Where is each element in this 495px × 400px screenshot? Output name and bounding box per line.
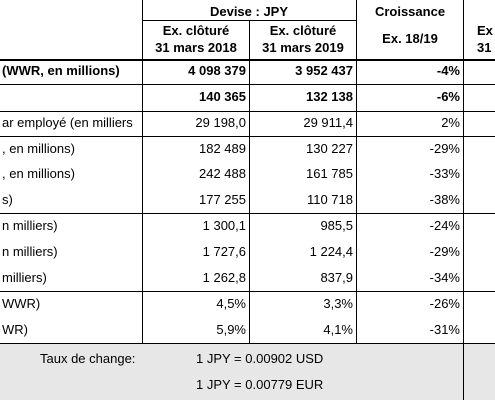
- row-label: milliers): [2, 270, 47, 285]
- grid-line: [463, 0, 464, 400]
- grid-line: [356, 0, 357, 343]
- row-value-2018: 29 198,0: [195, 115, 246, 130]
- exchange-rate-footer: [0, 343, 495, 400]
- row-label: n milliers): [2, 244, 58, 259]
- row-label: ar employé (en milliers: [2, 115, 133, 130]
- growth-header: Croissance: [374, 4, 446, 19]
- row-value-2019: 837,9: [320, 270, 353, 285]
- row-growth: 2%: [441, 115, 460, 130]
- grid-line: [0, 291, 495, 292]
- row-growth: -34%: [429, 270, 460, 285]
- row-value-2019: 110 718: [306, 192, 353, 207]
- row-growth: -33%: [429, 166, 460, 181]
- row-value-2018: 242 488: [199, 166, 246, 181]
- row-label: (WWR, en millions): [2, 63, 120, 78]
- col3-header: Ex. 18/19: [382, 31, 438, 46]
- row-value-2018: 182 489: [199, 141, 246, 156]
- row-value-2019: 3,3%: [323, 296, 353, 311]
- row-value-2018: 4,5%: [216, 296, 246, 311]
- row-growth: -29%: [429, 141, 460, 156]
- grid-line: [142, 0, 143, 343]
- row-value-2019: 4,1%: [323, 322, 353, 337]
- row-growth: -4%: [436, 63, 460, 78]
- exchange-rate-eur: 1 JPY = 0.00779 EUR: [196, 377, 324, 392]
- row-value-2019: 132 138: [306, 89, 353, 104]
- row-value-2018: 1 300,1: [202, 218, 246, 233]
- row-value-2018: 1 262,8: [202, 270, 246, 285]
- col2-header: Ex. clôturé 31 mars 2019: [262, 23, 344, 55]
- row-growth: -26%: [429, 296, 460, 311]
- row-growth: -38%: [429, 192, 460, 207]
- exchange-rate-label: Taux de change:: [40, 351, 136, 366]
- col4-header-partial: Ex 31: [477, 23, 493, 55]
- row-label: WWR): [2, 296, 41, 311]
- row-value-2019: 161 785: [306, 166, 353, 181]
- row-growth: -6%: [436, 89, 460, 104]
- row-value-2019: 985,5: [320, 218, 353, 233]
- row-growth: -31%: [429, 322, 460, 337]
- row-value-2019: 130 227: [306, 141, 353, 156]
- row-value-2018: 177 255: [199, 192, 246, 207]
- grid-line: [0, 84, 495, 85]
- currency-header: Devise : JPY: [209, 4, 289, 19]
- exchange-rate-usd: 1 JPY = 0.00902 USD: [196, 351, 324, 366]
- row-label: s): [2, 192, 13, 207]
- grid-line: [0, 136, 495, 137]
- row-value-2018: 4 098 379: [188, 63, 246, 78]
- row-label: , en millions): [2, 141, 75, 156]
- row-value-2018: 1 727,6: [202, 244, 246, 259]
- grid-line: [142, 20, 356, 21]
- grid-line: [249, 20, 250, 343]
- grid-line: [0, 343, 495, 344]
- grid-line: [0, 213, 495, 214]
- row-value-2019: 3 952 437: [295, 63, 353, 78]
- row-label: WR): [2, 322, 28, 337]
- col1-header: Ex. clôturé 31 mars 2018: [155, 23, 237, 55]
- row-value-2018: 140 365: [199, 89, 246, 104]
- row-label: , en millions): [2, 166, 75, 181]
- row-growth: -29%: [429, 244, 460, 259]
- row-label: n milliers): [2, 218, 58, 233]
- grid-line: [0, 59, 495, 61]
- grid-line: [0, 111, 495, 112]
- row-value-2019: 1 224,4: [309, 244, 353, 259]
- row-growth: -24%: [429, 218, 460, 233]
- row-value-2018: 5,9%: [216, 322, 246, 337]
- row-value-2019: 29 911,4: [303, 115, 353, 130]
